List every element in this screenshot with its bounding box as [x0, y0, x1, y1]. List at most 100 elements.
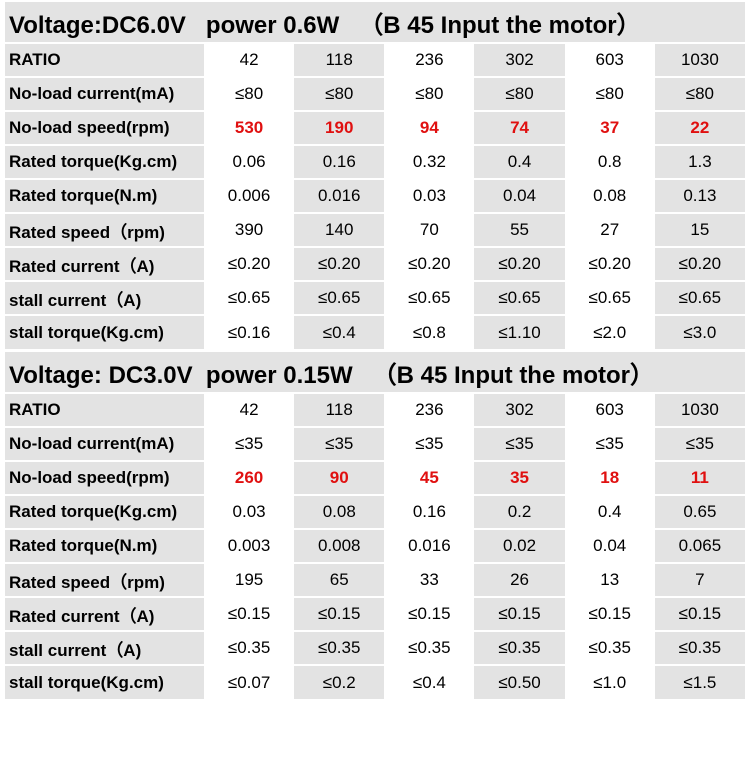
- cell-value: 33: [384, 562, 475, 597]
- spec-row: Rated torque(Kg.cm) 0.03 0.08 0.16 0.2 0.4 0.6…: [5, 494, 745, 529]
- cell-value: 0.003: [204, 528, 295, 563]
- spec-row: stall torque(Kg.cm) ≤0.16 ≤0.4 ≤0.8 ≤1.10 ≤2.…: [5, 314, 745, 349]
- cell-value: 1030: [654, 392, 745, 427]
- cell-value: 45: [384, 460, 475, 495]
- spec-table: Voltage: DC3.0V power 0.15W （B 45 Input …: [5, 352, 745, 699]
- cell-value: 260: [204, 460, 295, 495]
- spec-row: stall current（A) ≤0.35 ≤0.35 ≤0.35 ≤0.35 ≤0.3…: [5, 630, 745, 665]
- cell-value: ≤0.65: [204, 280, 295, 315]
- spec-tables: Voltage:DC6.0V power 0.6W （B 45 Input th…: [5, 2, 745, 702]
- cell-value: ≤0.20: [564, 246, 655, 281]
- section-title: Voltage: DC3.0V power 0.15W （B 45 Input …: [5, 352, 745, 393]
- cell-value: 15: [654, 212, 745, 247]
- cell-value: 0.03: [384, 178, 475, 213]
- cell-value: 0.32: [384, 144, 475, 179]
- cell-value: 13: [564, 562, 655, 597]
- cell-value: 0.008: [294, 528, 385, 563]
- cell-value: ≤0.20: [294, 246, 385, 281]
- cell-value: ≤35: [294, 426, 385, 461]
- cell-value: ≤0.35: [204, 630, 295, 665]
- cell-value: 65: [294, 562, 385, 597]
- cell-value: 530: [204, 110, 295, 145]
- cell-value: 195: [204, 562, 295, 597]
- row-label: Rated speed（rpm): [5, 562, 204, 597]
- spec-row: Rated torque(N.m) 0.006 0.016 0.03 0.04 0.08 0…: [5, 178, 745, 213]
- cell-value: 11: [654, 460, 745, 495]
- cell-value: 0.4: [474, 144, 565, 179]
- row-label: No-load speed(rpm): [5, 110, 204, 145]
- cell-value: 0.4: [564, 494, 655, 529]
- cell-value: 0.06: [204, 144, 295, 179]
- row-label: No-load current(mA): [5, 76, 204, 111]
- cell-value: ≤0.20: [204, 246, 295, 281]
- cell-value: 140: [294, 212, 385, 247]
- spec-row: No-load current(mA) ≤35 ≤35 ≤35 ≤35 ≤35 ≤35: [5, 426, 745, 461]
- cell-value: ≤80: [384, 76, 475, 111]
- cell-value: ≤0.35: [564, 630, 655, 665]
- spec-row: Rated current（A) ≤0.15 ≤0.15 ≤0.15 ≤0.15 ≤0.1…: [5, 596, 745, 631]
- cell-value: ≤80: [294, 76, 385, 111]
- row-label: Rated speed（rpm): [5, 212, 204, 247]
- cell-value: ≤0.15: [204, 596, 295, 631]
- cell-value: 70: [384, 212, 475, 247]
- cell-value: ≤35: [204, 426, 295, 461]
- cell-value: 0.8: [564, 144, 655, 179]
- spec-row: Rated speed（rpm) 390 140 70 55 27 15: [5, 212, 745, 247]
- cell-value: ≤0.4: [294, 314, 385, 349]
- cell-value: ≤0.07: [204, 664, 295, 699]
- row-label: RATIO: [5, 42, 204, 77]
- cell-value: ≤1.5: [654, 664, 745, 699]
- cell-value: 302: [474, 392, 565, 427]
- cell-value: ≤0.35: [654, 630, 745, 665]
- row-label: No-load speed(rpm): [5, 460, 204, 495]
- row-label: Rated torque(Kg.cm): [5, 494, 204, 529]
- cell-value: ≤0.35: [474, 630, 565, 665]
- cell-value: 603: [564, 42, 655, 77]
- cell-value: 1.3: [654, 144, 745, 179]
- cell-value: ≤35: [384, 426, 475, 461]
- cell-value: 35: [474, 460, 565, 495]
- cell-value: 0.04: [564, 528, 655, 563]
- row-label: Rated current（A): [5, 246, 204, 281]
- cell-value: 1030: [654, 42, 745, 77]
- cell-value: ≤0.65: [384, 280, 475, 315]
- cell-value: 118: [294, 42, 385, 77]
- cell-value: ≤0.4: [384, 664, 475, 699]
- row-label: stall torque(Kg.cm): [5, 664, 204, 699]
- spec-row: RATIO 42 118 236 302 603 1030: [5, 392, 745, 427]
- cell-value: 0.03: [204, 494, 295, 529]
- cell-value: 90: [294, 460, 385, 495]
- cell-value: 37: [564, 110, 655, 145]
- cell-value: ≤80: [474, 76, 565, 111]
- cell-value: ≤1.0: [564, 664, 655, 699]
- cell-value: 190: [294, 110, 385, 145]
- cell-value: 0.16: [384, 494, 475, 529]
- cell-value: ≤0.20: [654, 246, 745, 281]
- cell-value: 0.13: [654, 178, 745, 213]
- row-label: No-load current(mA): [5, 426, 204, 461]
- cell-value: 0.16: [294, 144, 385, 179]
- cell-value: 94: [384, 110, 475, 145]
- row-label: stall current（A): [5, 280, 204, 315]
- row-label: stall torque(Kg.cm): [5, 314, 204, 349]
- spec-row: No-load speed(rpm) 260 90 45 35 18 11: [5, 460, 745, 495]
- cell-value: ≤0.65: [564, 280, 655, 315]
- title-row: Voltage: DC3.0V power 0.15W （B 45 Input …: [5, 352, 745, 393]
- cell-value: 18: [564, 460, 655, 495]
- cell-value: 27: [564, 212, 655, 247]
- cell-value: 0.65: [654, 494, 745, 529]
- cell-value: 236: [384, 42, 475, 77]
- cell-value: ≤0.20: [384, 246, 475, 281]
- cell-value: 0.016: [294, 178, 385, 213]
- cell-value: 42: [204, 42, 295, 77]
- cell-value: 0.016: [384, 528, 475, 563]
- cell-value: ≤2.0: [564, 314, 655, 349]
- cell-value: 7: [654, 562, 745, 597]
- cell-value: ≤80: [204, 76, 295, 111]
- spec-row: No-load current(mA) ≤80 ≤80 ≤80 ≤80 ≤80 ≤80: [5, 76, 745, 111]
- cell-value: ≤0.65: [474, 280, 565, 315]
- cell-value: 0.08: [564, 178, 655, 213]
- spec-row: RATIO 42 118 236 302 603 1030: [5, 42, 745, 77]
- cell-value: ≤0.50: [474, 664, 565, 699]
- cell-value: ≤80: [564, 76, 655, 111]
